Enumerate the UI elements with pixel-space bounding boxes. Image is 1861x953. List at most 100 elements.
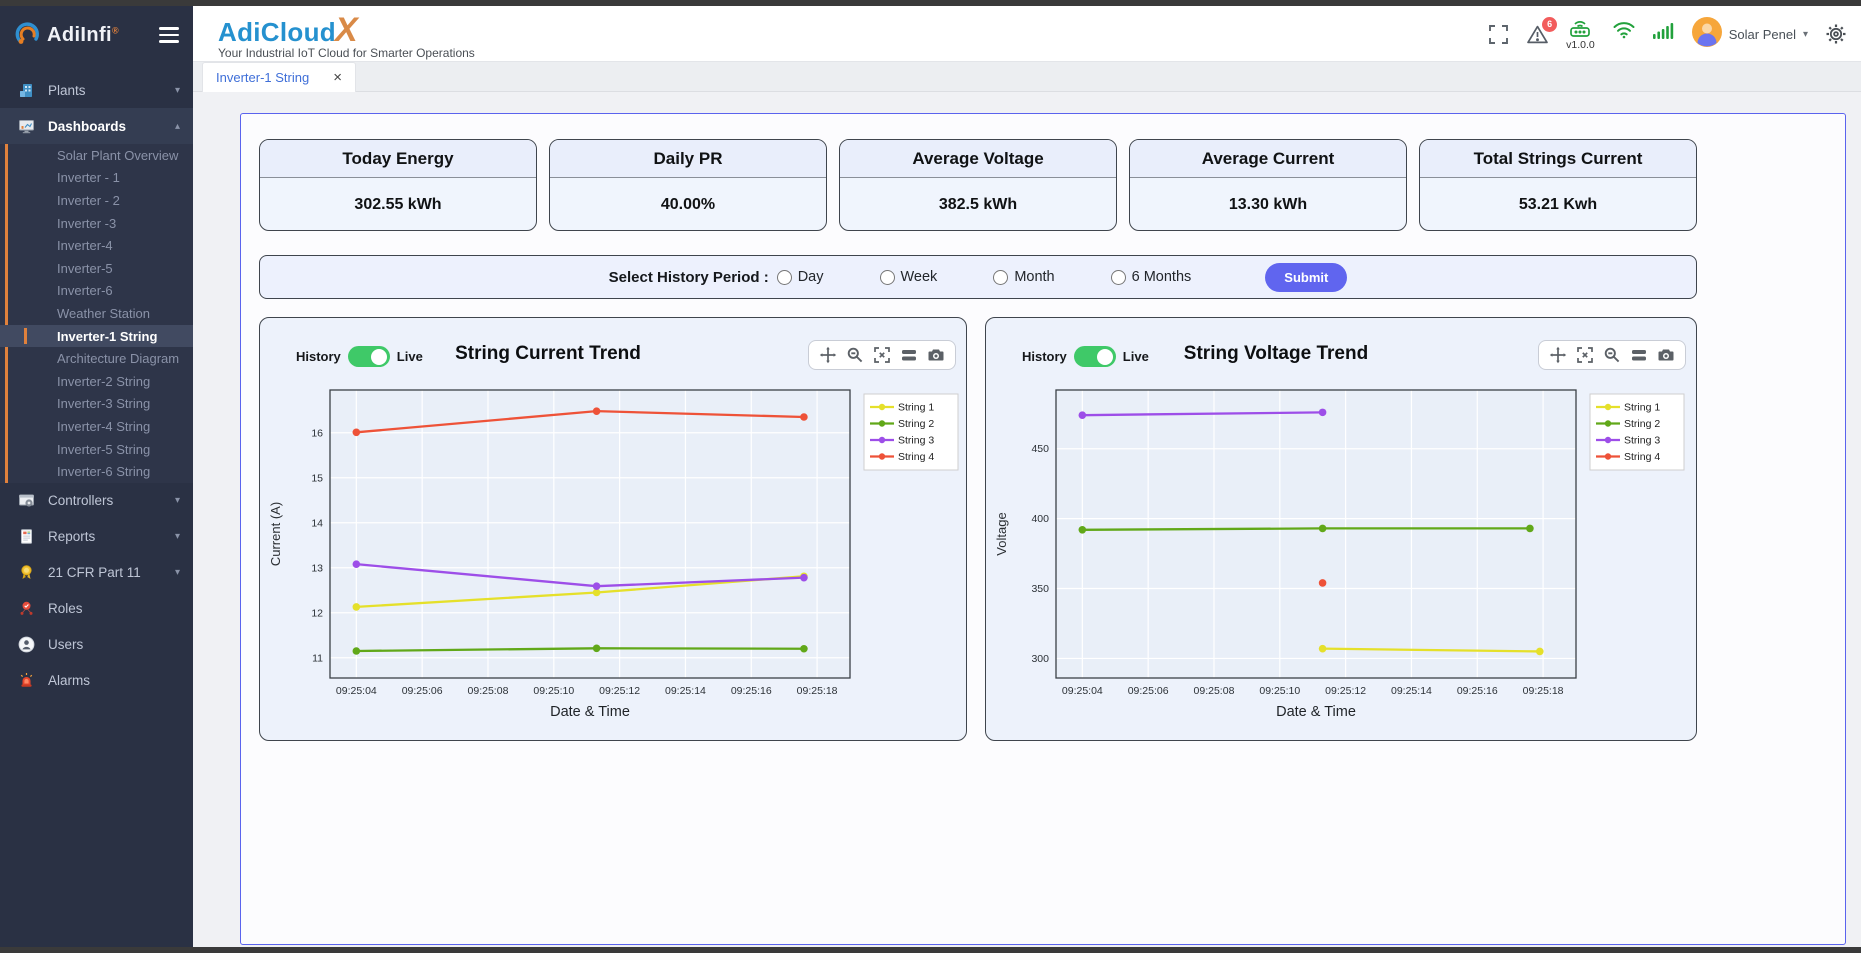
sidebar-item-controllers[interactable]: Controllers ▾ — [0, 483, 193, 519]
axes-lines-icon[interactable] — [1630, 346, 1648, 364]
axes-lines-icon[interactable] — [900, 346, 918, 364]
plot-area[interactable] — [330, 390, 850, 678]
svg-text:09:25:14: 09:25:14 — [665, 685, 706, 697]
sidebar-item-solar-plant-overview[interactable]: Solar Plant Overview — [57, 147, 179, 163]
radio-option-day[interactable]: Day — [776, 269, 824, 285]
radio-day[interactable] — [776, 269, 792, 285]
history-live-toggle[interactable] — [1073, 346, 1116, 367]
zoom-icon[interactable] — [846, 346, 864, 364]
sidebar-item-reports[interactable]: Reports ▾ — [0, 519, 193, 555]
alarm-warning-icon[interactable]: 6 — [1526, 16, 1558, 45]
reports-icon — [18, 528, 48, 545]
main-content: Today Energy 302.55 kWh Daily PR 40.00% … — [193, 92, 1861, 947]
sidebar-item-dashboards[interactable]: Dashboards ▴ — [0, 108, 193, 144]
registered-mark: ® — [112, 24, 120, 35]
selector-label: Select History Period : — [608, 268, 769, 286]
kpi-value: 40.00% — [660, 196, 716, 213]
pan-icon[interactable] — [819, 346, 837, 364]
sidebar-item-roles[interactable]: Roles — [0, 591, 193, 627]
string-voltage-trend-chart[interactable]: 300 350 400 450 09:25:04 09:25:06 09:25:08 09:2… — [990, 380, 1686, 741]
user-menu[interactable]: Solar Penel ▾ — [1691, 16, 1808, 52]
roles-icon — [18, 600, 48, 617]
camera-icon[interactable] — [927, 346, 945, 364]
live-label: Live — [1122, 349, 1149, 364]
svg-text:09:25:18: 09:25:18 — [1523, 685, 1564, 697]
sidebar-item-inverter-5-string[interactable]: Inverter-5 String — [57, 441, 151, 457]
radio-option-6-months[interactable]: 6 Months — [1110, 269, 1191, 285]
hamburger-menu-icon[interactable] — [159, 27, 179, 43]
chart-title: String Current Trend — [455, 343, 641, 364]
wifi-icon[interactable] — [1612, 20, 1636, 39]
sidebar-item-inverter-6[interactable]: Inverter-6 — [57, 283, 113, 299]
kpi-value: 13.30 kWh — [1228, 196, 1308, 213]
fullscreen-icon[interactable] — [1488, 24, 1509, 45]
svg-text:09:25:16: 09:25:16 — [1457, 685, 1498, 697]
plot-area[interactable] — [1056, 390, 1576, 678]
sidebar-item-inverter-1-string[interactable]: Inverter-1 String — [0, 324, 193, 348]
sidebar-item-inverter-6-string[interactable]: Inverter-6 String — [57, 464, 151, 480]
kpi-average-current: Average Current 13.30 kWh — [1129, 139, 1407, 231]
series-string-3 — [1078, 408, 1327, 419]
svg-text:09:25:04: 09:25:04 — [1062, 685, 1103, 697]
radio-week[interactable] — [879, 269, 895, 285]
history-live-toggle[interactable] — [347, 346, 390, 367]
autoscale-icon[interactable] — [1576, 346, 1594, 364]
zoom-icon[interactable] — [1603, 346, 1621, 364]
sidebar-item-users[interactable]: Users — [0, 627, 193, 663]
svg-text:String 4: String 4 — [1624, 451, 1660, 463]
plants-icon — [18, 82, 48, 99]
sidebar-item-inverter-1[interactable]: Inverter - 1 — [57, 170, 120, 186]
legend[interactable]: String 1 String 2 String 3 String 4 — [863, 393, 959, 471]
submit-button[interactable]: Submit — [1265, 262, 1348, 292]
legend[interactable]: String 1 String 2 String 3 String 4 — [1589, 393, 1685, 471]
pan-icon[interactable] — [1549, 346, 1567, 364]
svg-text:09:25:06: 09:25:06 — [1128, 685, 1169, 697]
svg-text:String 4: String 4 — [898, 451, 934, 463]
svg-text:09:25:18: 09:25:18 — [797, 685, 838, 697]
radio-6-months[interactable] — [1110, 269, 1126, 285]
kpi-value: 382.5 kWh — [938, 196, 1018, 213]
string-current-trend-chart[interactable]: 11 12 13 14 15 16 09:25:04 09:25:06 09:25:08 09:2… — [264, 380, 960, 741]
sidebar-item-architecture-diagram[interactable]: Architecture Diagram — [57, 351, 180, 367]
sidebar-item-weather-station[interactable]: Weather Station — [57, 305, 150, 321]
svg-text:350: 350 — [1031, 583, 1049, 595]
kpi-title: Total Strings Current — [1420, 140, 1696, 178]
series-string-4 — [352, 407, 808, 437]
tab-close-icon[interactable]: × — [333, 69, 342, 86]
svg-text:400: 400 — [1031, 513, 1049, 525]
svg-text:09:25:12: 09:25:12 — [599, 685, 640, 697]
sidebar-item-inverter-5[interactable]: Inverter-5 — [57, 260, 113, 276]
radio-option-week[interactable]: Week — [879, 269, 937, 285]
tab-bar: Inverter-1 String × — [193, 62, 1861, 92]
sidebar-item-inverter-3[interactable]: Inverter -3 — [57, 215, 117, 231]
gateway-status-icon[interactable]: v1.0.0 — [1566, 18, 1595, 51]
x-tick-labels: 09:25:04 09:25:06 09:25:08 09:25:10 09:25:12… — [336, 685, 838, 697]
svg-text:11: 11 — [312, 652, 323, 664]
sidebar-item-plants[interactable]: Plants ▾ — [0, 72, 193, 108]
radio-month[interactable] — [993, 269, 1009, 285]
sidebar-item-inverter-4[interactable]: Inverter-4 — [57, 238, 113, 254]
sidebar-item-inverter-3-string[interactable]: Inverter-3 String — [57, 396, 151, 412]
sidebar-item-inverter-2[interactable]: Inverter - 2 — [57, 192, 120, 208]
sidebar-logo: AdiInfi® — [0, 6, 193, 64]
kpi-value: 53.21 Kwh — [1518, 196, 1598, 213]
sidebar-item-21-cfr-part-11[interactable]: 21 CFR Part 11 ▾ — [0, 555, 193, 591]
window-bottom-bar — [0, 947, 1861, 953]
settings-gear-icon[interactable] — [1825, 23, 1847, 45]
svg-text:12: 12 — [311, 607, 323, 619]
certificate-medal-icon — [18, 564, 48, 581]
gridlines — [330, 390, 850, 678]
tab-inverter-1-string[interactable]: Inverter-1 String × — [202, 62, 356, 92]
sidebar-item-alarms[interactable]: Alarms — [0, 663, 193, 699]
radio-option-month[interactable]: Month — [993, 269, 1055, 285]
dashboards-icon — [18, 118, 48, 135]
camera-icon[interactable] — [1657, 346, 1675, 364]
signal-strength-icon[interactable] — [1652, 22, 1675, 39]
sidebar-item-inverter-2-string[interactable]: Inverter-2 String — [57, 373, 151, 389]
svg-text:16: 16 — [311, 427, 323, 439]
kpi-title: Daily PR — [550, 140, 826, 178]
autoscale-icon[interactable] — [873, 346, 891, 364]
sidebar-item-inverter-4-string[interactable]: Inverter-4 String — [57, 418, 151, 434]
svg-text:String 1: String 1 — [1624, 402, 1660, 414]
